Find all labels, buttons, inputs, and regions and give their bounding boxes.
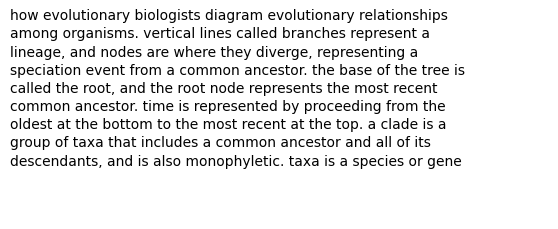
Text: how evolutionary biologists diagram evolutionary relationships
among organisms. : how evolutionary biologists diagram evol… [10, 9, 465, 168]
